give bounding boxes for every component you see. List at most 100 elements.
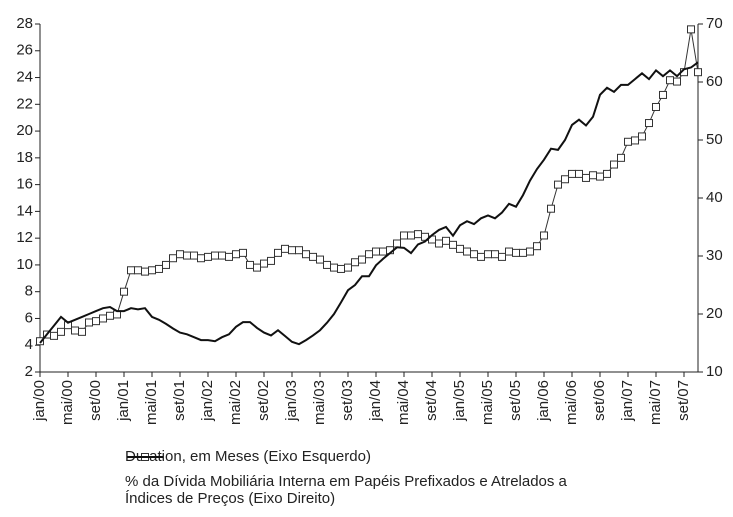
y-tick-label: 16: [16, 176, 33, 193]
x-tick-label: jan/07: [619, 380, 636, 422]
legend-symbol: [127, 456, 163, 458]
y2-tick-label: 10: [706, 363, 723, 380]
series-marker: [365, 250, 373, 259]
series-marker: [155, 264, 163, 273]
series-marker: [92, 317, 100, 326]
legend-label: % da Dívida Mobiliária Interna em Papéis…: [125, 473, 567, 507]
y-tick-label: 8: [25, 283, 33, 300]
y2-tick-label: 20: [706, 305, 723, 322]
series-marker: [134, 266, 142, 275]
chart: 24681012141618202224262810203040506070ja…: [16, 15, 723, 425]
x-tick-label: mai/02: [227, 380, 244, 425]
series-marker: [71, 326, 79, 335]
legend-entry: Duration, em Meses (Eixo Esquerdo): [125, 448, 645, 465]
x-tick-label: set/01: [171, 380, 188, 421]
series-marker: [50, 331, 58, 340]
series-marker: [673, 77, 681, 86]
series-marker: [519, 248, 527, 257]
y-tick-label: 2: [25, 363, 33, 380]
series-marker: [582, 173, 590, 182]
series-marker: [456, 244, 464, 253]
series-marker: [449, 240, 457, 249]
series-marker: [547, 204, 555, 213]
y2-tick-label: 50: [706, 131, 723, 148]
y-tick-label: 12: [16, 229, 33, 246]
series-line: [39, 29, 699, 342]
series-marker: [400, 231, 408, 240]
x-tick-label: set/02: [255, 380, 272, 421]
series-marker: [638, 132, 646, 141]
series-marker: [512, 248, 520, 257]
series-marker: [99, 314, 107, 323]
series-marker: [148, 266, 156, 275]
series-marker: [477, 252, 485, 261]
series-marker: [484, 250, 492, 259]
series-marker: [274, 248, 282, 257]
series-marker: [379, 247, 387, 256]
series-marker: [302, 250, 310, 259]
series-marker: [575, 169, 583, 178]
series-marker: [267, 256, 275, 265]
series-marker: [589, 171, 597, 180]
series-marker: [176, 250, 184, 259]
x-tick-label: set/00: [87, 380, 104, 421]
x-tick-label: set/05: [507, 380, 524, 421]
x-tick-label: set/07: [675, 380, 692, 421]
legend-label: Duration, em Meses (Eixo Esquerdo): [125, 448, 371, 465]
series-marker: [281, 244, 289, 253]
x-tick-label: jan/03: [283, 380, 300, 422]
series-marker: [85, 318, 93, 327]
y-tick-label: 20: [16, 122, 33, 139]
series-marker: [288, 246, 296, 255]
series-marker: [260, 259, 268, 268]
series-marker: [610, 160, 618, 169]
x-tick-label: jan/04: [367, 380, 384, 422]
legend: Duration, em Meses (Eixo Esquerdo) % da D…: [125, 448, 645, 515]
series-marker: [36, 337, 44, 346]
series-marker: [596, 172, 604, 181]
series-marker: [337, 264, 345, 273]
y-tick-label: 6: [25, 309, 33, 326]
legend-entry: % da Dívida Mobiliária Interna em Papéis…: [125, 456, 645, 507]
series-marker: [316, 255, 324, 264]
series-marker: [407, 231, 415, 240]
series-marker: [652, 102, 660, 111]
x-tick-label: set/03: [339, 380, 356, 421]
series-marker: [106, 311, 114, 320]
series-marker: [57, 327, 65, 336]
series-marker: [498, 252, 506, 261]
x-tick-label: jan/02: [199, 380, 216, 422]
x-tick-label: mai/05: [479, 380, 496, 425]
series-marker: [470, 250, 478, 259]
series-marker: [127, 266, 135, 275]
y2-tick-label: 30: [706, 247, 723, 264]
x-tick-label: mai/00: [59, 380, 76, 425]
series-marker: [246, 260, 254, 269]
series-marker: [533, 242, 541, 251]
series-marker: [309, 252, 317, 261]
series-marker: [253, 263, 261, 272]
series-marker: [393, 239, 401, 248]
x-tick-label: set/04: [423, 380, 440, 421]
series-marker: [526, 247, 534, 256]
series-marker: [694, 68, 702, 77]
series-marker: [190, 251, 198, 260]
series-marker: [169, 254, 177, 263]
series-marker: [659, 90, 667, 99]
series-marker: [505, 247, 513, 256]
x-tick-label: mai/04: [395, 380, 412, 425]
y-tick-label: 18: [16, 149, 33, 166]
y2-tick-label: 70: [706, 15, 723, 32]
y-tick-label: 10: [16, 256, 33, 273]
series-marker: [414, 230, 422, 239]
series-marker: [295, 246, 303, 255]
series-marker: [78, 327, 86, 336]
series-marker: [463, 247, 471, 256]
y-tick-label: 24: [16, 69, 33, 86]
series-marker: [442, 236, 450, 245]
series-marker: [211, 251, 219, 260]
series-marker: [344, 263, 352, 272]
series-marker: [687, 25, 695, 34]
series-line: [39, 61, 699, 346]
series-marker: [645, 119, 653, 128]
